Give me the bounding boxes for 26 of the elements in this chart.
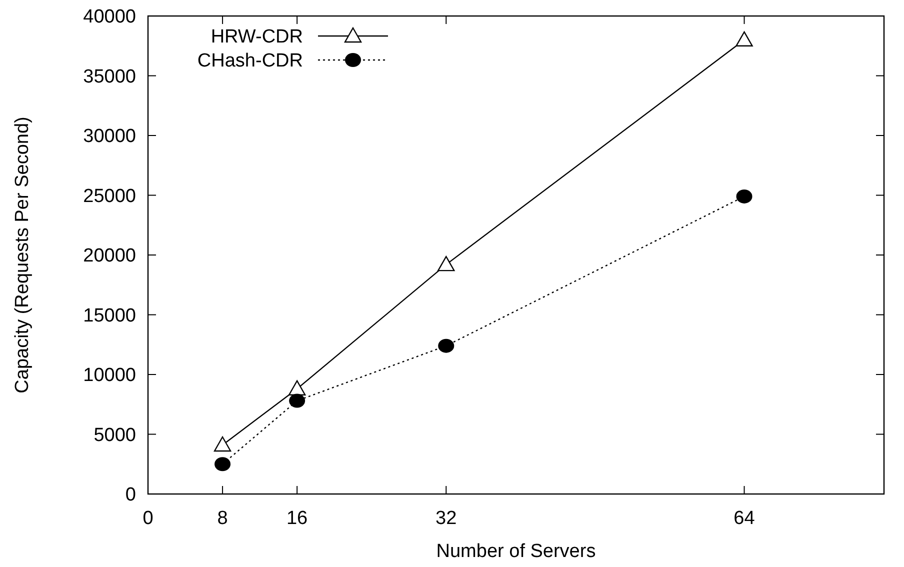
legend-label: CHash-CDR bbox=[197, 50, 303, 72]
x-tick-label: 16 bbox=[286, 508, 308, 529]
x-axis-title: Number of Servers bbox=[436, 541, 596, 562]
x-tick-label: 64 bbox=[734, 508, 756, 529]
x-tick-label: 0 bbox=[142, 508, 154, 529]
point bbox=[736, 189, 752, 204]
point bbox=[438, 338, 454, 353]
y-tick-label: 0 bbox=[125, 484, 136, 506]
y-tick-label: 10000 bbox=[83, 365, 136, 386]
y-tick-label: 15000 bbox=[83, 305, 136, 326]
point bbox=[214, 436, 232, 452]
y-tick-label: 5000 bbox=[94, 424, 136, 446]
point bbox=[438, 256, 455, 272]
legend-label: HRW-CDR bbox=[210, 26, 303, 48]
point bbox=[736, 31, 753, 46]
x-tick-label: 8 bbox=[217, 508, 228, 529]
point bbox=[288, 380, 306, 396]
y-tick-label: 35000 bbox=[83, 66, 136, 88]
point bbox=[289, 394, 306, 408]
y-tick-label: 30000 bbox=[83, 126, 136, 148]
x-tick-label: 32 bbox=[436, 508, 457, 529]
point bbox=[214, 457, 231, 472]
y-tick-label: 20000 bbox=[83, 246, 136, 267]
y-tick-label: 40000 bbox=[83, 6, 136, 28]
y-axis-title: Capacity (Requests Per Second) bbox=[12, 116, 33, 394]
y-tick-label: 25000 bbox=[83, 186, 136, 207]
